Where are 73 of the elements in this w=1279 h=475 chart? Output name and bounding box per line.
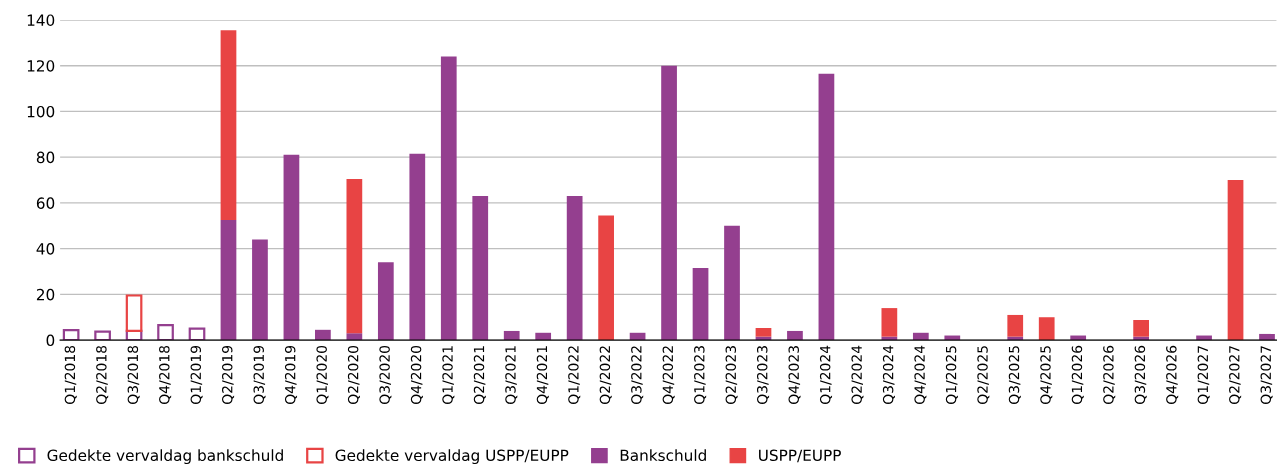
bar [220,30,237,221]
x-tick-label: Q1/2027 [1197,346,1210,404]
x-tick-label: Q4/2019 [284,345,298,404]
bar [283,154,300,341]
bar [1007,314,1024,337]
x-tick-label: Q2/2022 [599,346,612,404]
x-tick-label: Q1/2025 [945,346,958,404]
x-tick-label: Q2/2027 [1229,346,1242,404]
bar [409,153,426,341]
bar [661,65,677,341]
y-tick-label: 120 [27,60,55,72]
x-tick-label: Q3/2026 [1134,345,1147,404]
legend-label: Bankschuld [620,449,706,462]
x-tick-label: Q4/2023 [788,346,801,404]
bar [440,56,457,341]
bar [472,196,489,341]
x-tick-label: Q2/2026 [1103,345,1116,404]
x-tick-label: Q1/2023 [694,346,707,404]
y-tick-label: 60 [36,197,55,209]
x-tick-label: Q1/2022 [568,346,581,404]
bar [724,225,740,341]
y-tick-label: 100 [27,105,55,118]
bar [377,262,394,341]
x-tick-label: Q2/2019 [222,345,235,404]
x-tick-label: Q3/2025 [1008,346,1021,404]
bar [1038,317,1055,341]
x-tick-label: Q4/2025 [1040,346,1053,404]
x-tick-label: Q1/2026 [1071,345,1084,404]
bar [252,239,268,341]
x-tick-label: Q2/2020 [347,345,360,404]
x-tick-label: Q1/2024 [819,345,833,404]
x-tick-label: Q3/2019 [253,345,266,404]
legend-label: Gedekte vervaldag USPP/EUPP [335,449,569,465]
x-tick-label: Q4/2020 [410,345,423,404]
x-tick-label: Q2/2018 [96,345,109,404]
bar [1227,180,1244,341]
bar [1133,319,1149,337]
x-tick-label: Q3/2018 [127,345,140,404]
bar [692,268,709,341]
x-tick-label: Q2/2021 [473,346,486,404]
y-tick-label: 0 [46,334,55,347]
x-tick-label: Q2/2024 [851,345,864,404]
x-tick-label: Q4/2018 [159,345,172,404]
x-tick-label: Q1/2019 [190,345,203,404]
bar [157,324,174,341]
x-tick-label: Q1/2021 [442,346,455,404]
x-tick-label: Q3/2027 [1260,346,1273,404]
bar [881,308,898,337]
x-tick-label: Q4/2024 [914,345,927,404]
legend-label: Gedekte vervaldag bankschuld [47,449,283,465]
y-tick-label: 40 [36,243,55,255]
bar [755,327,772,337]
x-tick-label: Q3/2024 [882,345,895,404]
y-tick-label: 20 [36,288,55,301]
bar [818,73,835,341]
bar [598,215,614,341]
x-tick-label: Q4/2026 [1166,345,1179,404]
x-tick-label: Q4/2021 [536,346,549,404]
x-tick-label: Q1/2018 [64,345,77,404]
x-tick-label: Q2/2023 [725,346,738,404]
x-tick-label: Q3/2020 [379,345,392,404]
bar [566,196,583,341]
x-tick-label: Q2/2025 [977,346,990,404]
bar [220,220,237,341]
x-tick-label: Q3/2023 [757,346,770,404]
x-tick-label: Q3/2021 [505,346,518,404]
y-tick-label: 140 [27,14,55,26]
bar [346,178,363,334]
legend-label: USPP/EUPP [759,449,841,463]
x-tick-label: Q4/2022 [662,346,675,404]
y-tick-label: 80 [36,151,55,164]
x-tick-label: Q1/2020 [316,345,329,404]
x-tick-label: Q3/2022 [631,346,644,404]
